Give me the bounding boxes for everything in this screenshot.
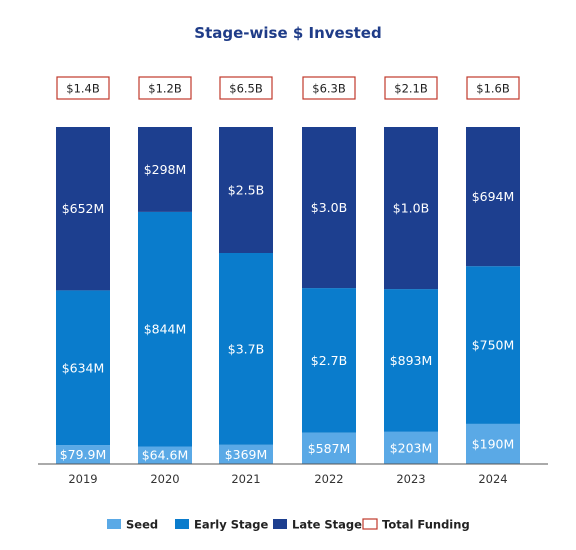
legend-swatch-total-funding [362,518,378,530]
total-funding-box-2022 [302,76,356,100]
bar-segment-seed-2022 [302,432,356,464]
total-funding-label-2023: $2.1B [394,82,428,96]
legend-label-early-stage: Early Stage [194,518,269,532]
total-funding-label-2022: $6.3B [312,82,346,96]
x-tick-2024: 2024 [478,472,507,486]
data-label-seed-2019: $79.9M [60,447,107,462]
x-tick-2021: 2021 [231,472,260,486]
data-label-late-stage-2022: $3.0B [311,200,347,215]
legend-label-seed: Seed [126,518,158,532]
bar-segment-early-stage-2023 [384,289,438,432]
total-funding-label-2024: $1.6B [476,82,510,96]
legend-swatch-seed [107,519,121,529]
bar-segment-seed-2023 [384,431,438,464]
data-label-late-stage-2023: $1.0B [393,201,429,216]
x-tick-2019: 2019 [68,472,97,486]
total-funding-box-2019 [56,76,110,100]
x-tick-2023: 2023 [396,472,425,486]
total-funding-box-2023 [384,76,438,100]
data-label-late-stage-2021: $2.5B [228,183,264,198]
data-label-seed-2024: $190M [472,436,515,451]
bar-segment-early-stage-2021 [219,253,273,445]
bar-segment-seed-2020 [138,446,192,464]
data-label-seed-2021: $369M [225,447,268,462]
bar-segment-late-stage-2020 [138,127,192,212]
legend-label-late-stage: Late Stage [292,518,362,532]
data-label-seed-2020: $64.6M [142,448,189,463]
x-tick-labels: 2019 2020 2021 2022 2023 2024 [68,472,507,486]
bar-segment-early-stage-2020 [138,211,192,447]
total-funding-box-2021 [219,76,273,100]
bars-group: $79.9M $634M $652M $64.6M $844M $298M $369M $3.… [56,127,520,464]
data-label-seed-2022: $587M [308,441,351,456]
x-tick-2020: 2020 [150,472,179,486]
data-label-early-stage-2022: $2.7B [311,353,347,368]
data-label-late-stage-2024: $694M [472,189,515,204]
total-funding-label-2019: $1.4B [66,82,100,96]
data-label-early-stage-2021: $3.7B [228,341,264,356]
x-tick-2022: 2022 [314,472,343,486]
data-label-early-stage-2023: $893M [390,353,433,368]
bar-segment-seed-2021 [219,444,273,464]
bar-segment-seed-2024 [466,423,520,464]
data-label-early-stage-2019: $634M [62,360,105,375]
bar-segment-late-stage-2024 [466,127,520,267]
bar-segment-seed-2019 [56,445,110,464]
bar-segment-late-stage-2022 [302,127,356,289]
data-label-seed-2023: $203M [390,440,433,455]
legend-swatch-late-stage [273,519,287,529]
total-funding-label-2020: $1.2B [148,82,182,96]
total-funding-label-2021: $6.5B [229,82,263,96]
bar-segment-early-stage-2024 [466,266,520,424]
data-label-early-stage-2020: $844M [144,322,187,337]
data-label-early-stage-2024: $750M [472,338,515,353]
chart-title: Stage-wise $ Invested [194,24,381,42]
bar-segment-early-stage-2022 [302,288,356,433]
bar-segment-late-stage-2023 [384,127,438,290]
total-funding-labels: $1.4B $1.2B $6.5B $6.3B $2.1B $1.6B [56,76,520,100]
total-funding-box-2024 [466,76,520,100]
legend: Seed Early Stage Late Stage Total Funding [107,518,470,532]
total-funding-box-2020 [138,76,192,100]
bar-segment-late-stage-2019 [56,127,110,291]
bar-segment-late-stage-2021 [219,127,273,253]
data-label-late-stage-2020: $298M [144,162,187,177]
legend-label-total-funding: Total Funding [382,518,470,532]
data-label-late-stage-2019: $652M [62,201,105,216]
bar-segment-early-stage-2019 [56,290,110,446]
legend-swatch-early-stage [175,519,189,529]
